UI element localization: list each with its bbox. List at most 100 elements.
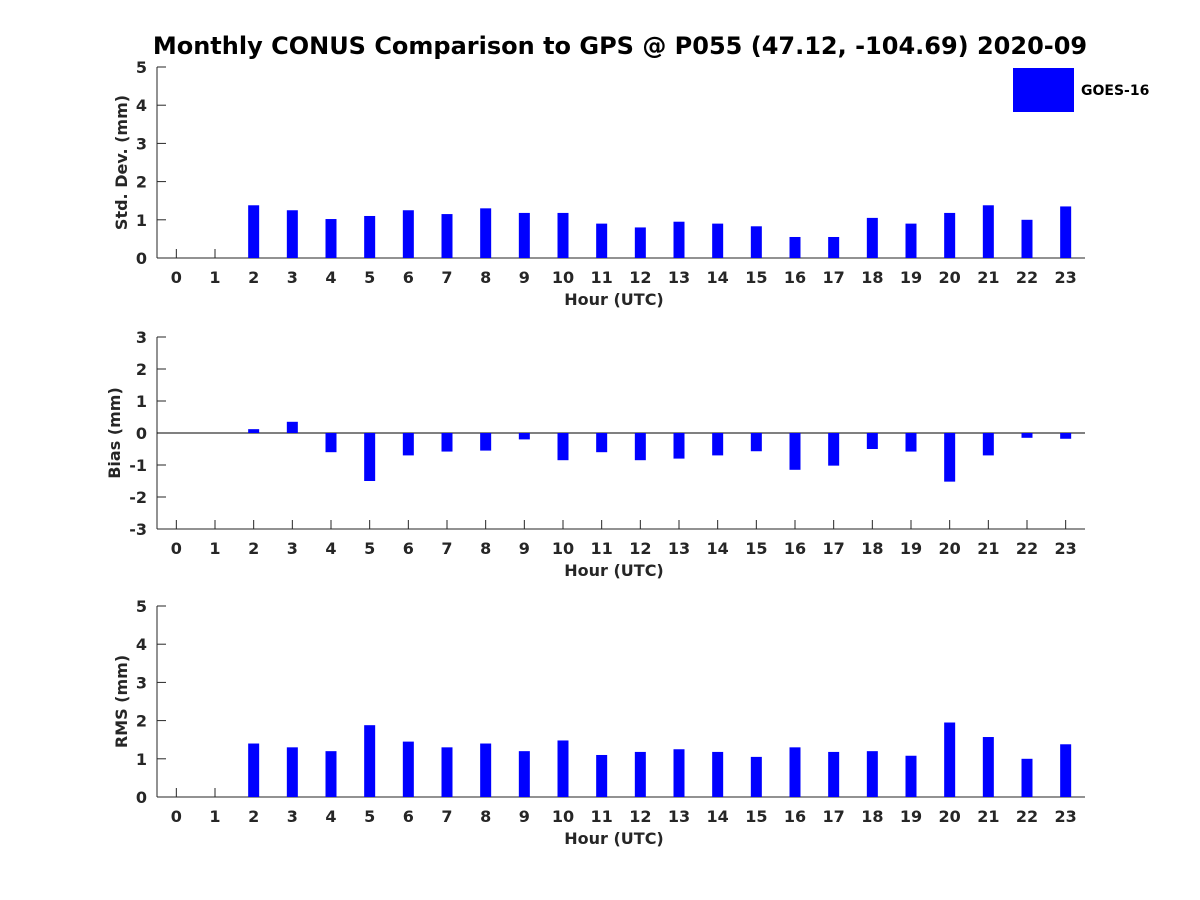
bar-bias-hour-17 — [828, 433, 840, 466]
bar-rms-hour-6 — [402, 741, 414, 797]
x-tick-label: 10 — [552, 807, 574, 826]
bar-rms-hour-16 — [789, 747, 801, 797]
bar-std-hour-11 — [596, 223, 608, 258]
bar-bias-hour-10 — [557, 433, 569, 461]
x-tick-label: 0 — [171, 539, 182, 558]
legend-label: GOES-16 — [1081, 83, 1149, 99]
x-tick-label: 18 — [861, 539, 883, 558]
y-tick-label: 5 — [136, 58, 147, 77]
x-tick-label: 12 — [629, 268, 651, 287]
x-tick-label: 15 — [745, 268, 767, 287]
y-tick-label: 1 — [136, 750, 147, 769]
x-tick-label: 3 — [287, 268, 298, 287]
bar-bias-hour-14 — [712, 433, 724, 456]
x-tick-label: 10 — [552, 539, 574, 558]
bar-bias-hour-9 — [518, 433, 530, 440]
x-axis-label: Hour (UTC) — [564, 829, 664, 848]
bar-bias-hour-2 — [248, 429, 260, 433]
x-axis-label: Hour (UTC) — [564, 290, 664, 309]
x-tick-label: 13 — [668, 539, 690, 558]
bar-bias-hour-12 — [634, 433, 646, 461]
bar-rms-hour-18 — [866, 751, 878, 797]
x-tick-label: 22 — [1016, 807, 1038, 826]
y-tick-label: 2 — [136, 360, 147, 379]
chart-title: Monthly CONUS Comparison to GPS @ P055 (… — [153, 32, 1087, 60]
x-tick-label: 19 — [900, 807, 922, 826]
x-tick-label: 5 — [364, 539, 375, 558]
x-tick-label: 1 — [209, 268, 220, 287]
y-tick-label: 4 — [136, 635, 147, 654]
x-tick-label: 18 — [861, 807, 883, 826]
y-tick-label: 0 — [136, 788, 147, 807]
bar-rms-hour-12 — [634, 751, 646, 797]
bar-bias-hour-6 — [402, 433, 414, 456]
y-tick-label: -3 — [129, 520, 147, 539]
x-tick-label: 1 — [209, 807, 220, 826]
bar-rms-hour-23 — [1060, 744, 1072, 797]
bar-bias-hour-13 — [673, 433, 685, 459]
bar-rms-hour-8 — [480, 743, 492, 797]
x-tick-label: 8 — [480, 539, 491, 558]
y-tick-label: -2 — [129, 488, 147, 507]
x-tick-label: 23 — [1055, 268, 1077, 287]
y-tick-label: 1 — [136, 211, 147, 230]
x-tick-label: 2 — [248, 268, 259, 287]
bar-std-hour-19 — [905, 223, 917, 258]
x-tick-label: 4 — [325, 807, 336, 826]
bar-std-hour-2 — [248, 205, 260, 258]
bar-std-hour-8 — [480, 208, 492, 258]
y-tick-label: 1 — [136, 392, 147, 411]
legend: GOES-16 — [1013, 68, 1149, 112]
bar-std-hour-16 — [789, 236, 801, 258]
bar-std-hour-18 — [866, 217, 878, 258]
bar-rms-hour-19 — [905, 755, 917, 797]
y-tick-label: 3 — [136, 673, 147, 692]
x-tick-label: 8 — [480, 807, 491, 826]
bar-std-hour-17 — [828, 236, 840, 258]
x-tick-label: 21 — [977, 539, 999, 558]
x-tick-label: 6 — [403, 268, 414, 287]
x-tick-label: 14 — [707, 807, 729, 826]
y-tick-label: 0 — [136, 424, 147, 443]
bar-std-hour-12 — [634, 227, 646, 258]
x-tick-label: 19 — [900, 268, 922, 287]
x-tick-label: 0 — [171, 268, 182, 287]
x-tick-label: 18 — [861, 268, 883, 287]
bar-std-hour-3 — [286, 210, 298, 258]
y-tick-label: 3 — [136, 134, 147, 153]
x-tick-label: 12 — [629, 539, 651, 558]
x-tick-label: 4 — [325, 539, 336, 558]
x-tick-label: 9 — [519, 268, 530, 287]
bar-rms-hour-22 — [1021, 758, 1033, 797]
bar-rms-hour-13 — [673, 749, 685, 797]
x-tick-label: 20 — [939, 539, 961, 558]
x-tick-label: 17 — [823, 539, 845, 558]
bar-std-hour-22 — [1021, 219, 1033, 258]
x-tick-label: 9 — [519, 807, 530, 826]
bar-rms-hour-15 — [750, 756, 762, 797]
x-tick-label: 16 — [784, 807, 806, 826]
bar-bias-hour-5 — [364, 433, 376, 481]
bar-std-hour-23 — [1060, 206, 1072, 258]
x-tick-label: 19 — [900, 539, 922, 558]
x-tick-label: 7 — [441, 539, 452, 558]
bar-bias-hour-22 — [1021, 433, 1033, 438]
bar-rms-hour-3 — [286, 747, 298, 797]
x-tick-label: 11 — [591, 807, 613, 826]
x-tick-label: 1 — [209, 539, 220, 558]
bar-bias-hour-20 — [944, 433, 956, 482]
y-tick-label: 2 — [136, 712, 147, 731]
x-tick-label: 21 — [977, 268, 999, 287]
y-tick-label: 3 — [136, 328, 147, 347]
x-tick-label: 5 — [364, 268, 375, 287]
x-tick-label: 13 — [668, 807, 690, 826]
bar-bias-hour-11 — [596, 433, 608, 453]
bar-rms-hour-17 — [828, 751, 840, 797]
x-tick-label: 14 — [707, 539, 729, 558]
bar-std-hour-20 — [944, 212, 956, 258]
bar-std-hour-13 — [673, 221, 685, 258]
x-tick-label: 20 — [939, 807, 961, 826]
x-tick-label: 6 — [403, 807, 414, 826]
